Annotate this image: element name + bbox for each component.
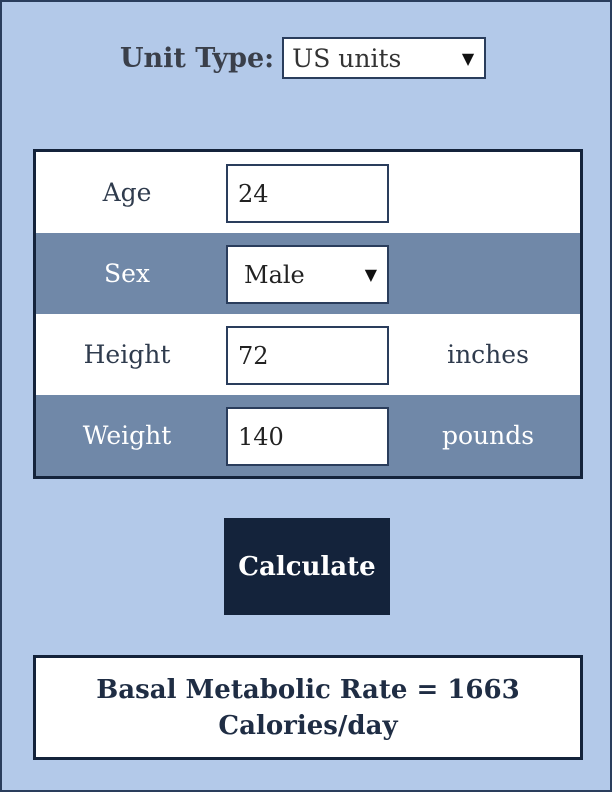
- weight-unit: pounds: [441, 421, 535, 450]
- weight-row: Weight 140 pounds: [36, 395, 580, 476]
- age-label: Age: [102, 178, 152, 207]
- sex-select[interactable]: Male ▼: [226, 245, 389, 304]
- weight-input[interactable]: 140: [226, 407, 389, 466]
- unit-type-selected-value: US units: [292, 43, 402, 73]
- result-box: Basal Metabolic Rate = 1663 Calories/day: [33, 655, 583, 760]
- height-unit: inches: [447, 340, 529, 369]
- height-label: Height: [83, 340, 171, 369]
- weight-label: Weight: [82, 421, 172, 450]
- sex-row: Sex Male ▼: [36, 233, 580, 314]
- sex-selected-value: Male: [244, 260, 305, 289]
- result-line-1: Basal Metabolic Rate = 1663: [96, 674, 520, 705]
- chevron-down-icon: ▼: [461, 48, 475, 68]
- chevron-down-icon: ▼: [364, 265, 377, 284]
- result-line-2: Calories/day: [218, 710, 398, 741]
- age-input[interactable]: 24: [226, 164, 389, 223]
- unit-type-label: Unit Type:: [120, 42, 275, 74]
- height-input[interactable]: 72: [226, 326, 389, 385]
- unit-type-row: Unit Type: US units ▼: [120, 36, 487, 80]
- sex-label: Sex: [103, 259, 151, 288]
- calculate-button[interactable]: Calculate: [224, 518, 390, 615]
- age-row: Age 24: [36, 152, 580, 233]
- unit-type-select[interactable]: US units ▼: [282, 37, 487, 79]
- input-form: Age 24 Sex Male ▼ Height 72 inches Weigh…: [33, 149, 583, 479]
- height-row: Height 72 inches: [36, 314, 580, 395]
